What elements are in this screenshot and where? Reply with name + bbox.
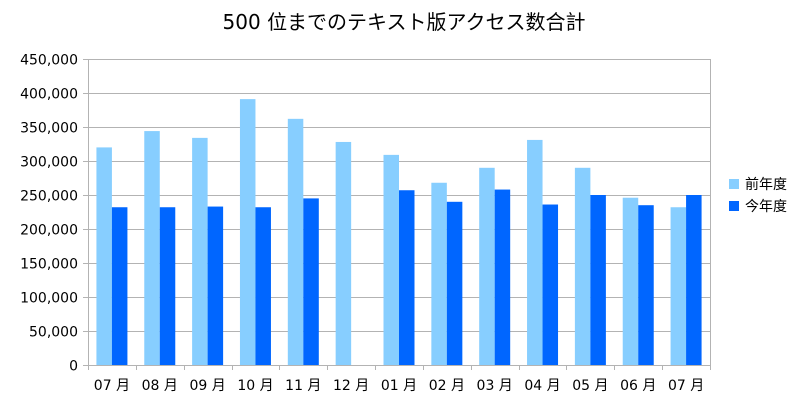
y-tick-label: 350,000 [20,121,78,137]
bar-current-year [446,201,463,365]
x-tick-label: 07 月 [668,378,704,394]
bar-current-year [255,207,271,365]
y-tick-label: 250,000 [20,189,78,205]
y-tick-label: 0 [69,359,78,375]
x-tick-label: 09 月 [189,378,225,394]
legend-label: 前年度 [745,176,787,193]
legend-label: 今年度 [745,199,787,215]
bars [96,99,702,366]
bar-current-year [303,198,319,365]
x-tick-label: 11 月 [285,378,321,394]
y-axis-tick-labels: 0 50,000 100,000 150,000 200,000 250,000 300,0… [20,53,78,375]
x-tick-label: 03 月 [477,378,513,394]
bar-current-year [494,189,511,365]
y-tick-label: 400,000 [20,87,78,103]
x-tick-label: 05 月 [572,378,608,394]
bar-previous-year [96,147,112,365]
chart-title: 500 位までのテキスト版アクセス数合計 [223,10,586,34]
bar-previous-year [287,118,304,365]
y-tick-label: 300,000 [20,155,78,171]
bar-current-year [638,205,654,365]
x-tick-label: 02 月 [429,378,465,394]
bar-current-year [590,195,606,365]
axes [83,59,711,370]
x-tick-label: 08 月 [142,378,178,394]
bar-previous-year [622,197,639,365]
bar-previous-year [335,141,352,365]
bar-current-year [542,204,559,365]
legend-swatch [729,201,739,211]
x-tick-label: 04 月 [524,378,560,394]
bar-current-year [399,190,415,365]
bar-previous-year [192,137,208,365]
bar-previous-year [479,167,495,365]
x-tick-label: 07 月 [94,378,130,394]
bar-previous-year [670,207,687,365]
bar-previous-year [144,131,160,365]
bar-current-year [686,195,702,365]
bar-previous-year [431,182,447,365]
x-tick-label: 12 月 [333,378,369,394]
legend-swatch [729,179,739,189]
x-tick-label: 01 月 [381,378,417,394]
bar-previous-year [574,167,591,365]
y-tick-label: 150,000 [20,257,78,273]
y-tick-label: 200,000 [20,223,78,239]
x-tick-label: 06 月 [620,378,656,394]
x-tick-label: 10 月 [237,378,273,394]
x-axis-tick-labels: 07 月 08 月 09 月 10 月 11 月 12 月 01 月 02 月 03 月 04 月… [94,378,704,394]
bar-previous-year [527,139,543,365]
y-tick-label: 100,000 [20,291,78,307]
bar-previous-year [239,99,256,366]
bar-previous-year [383,154,399,365]
y-tick-label: 50,000 [29,325,78,341]
bar-current-year [207,206,224,365]
y-tick-label: 450,000 [20,53,78,69]
bar-current-year [111,207,128,365]
bar-current-year [159,207,176,365]
